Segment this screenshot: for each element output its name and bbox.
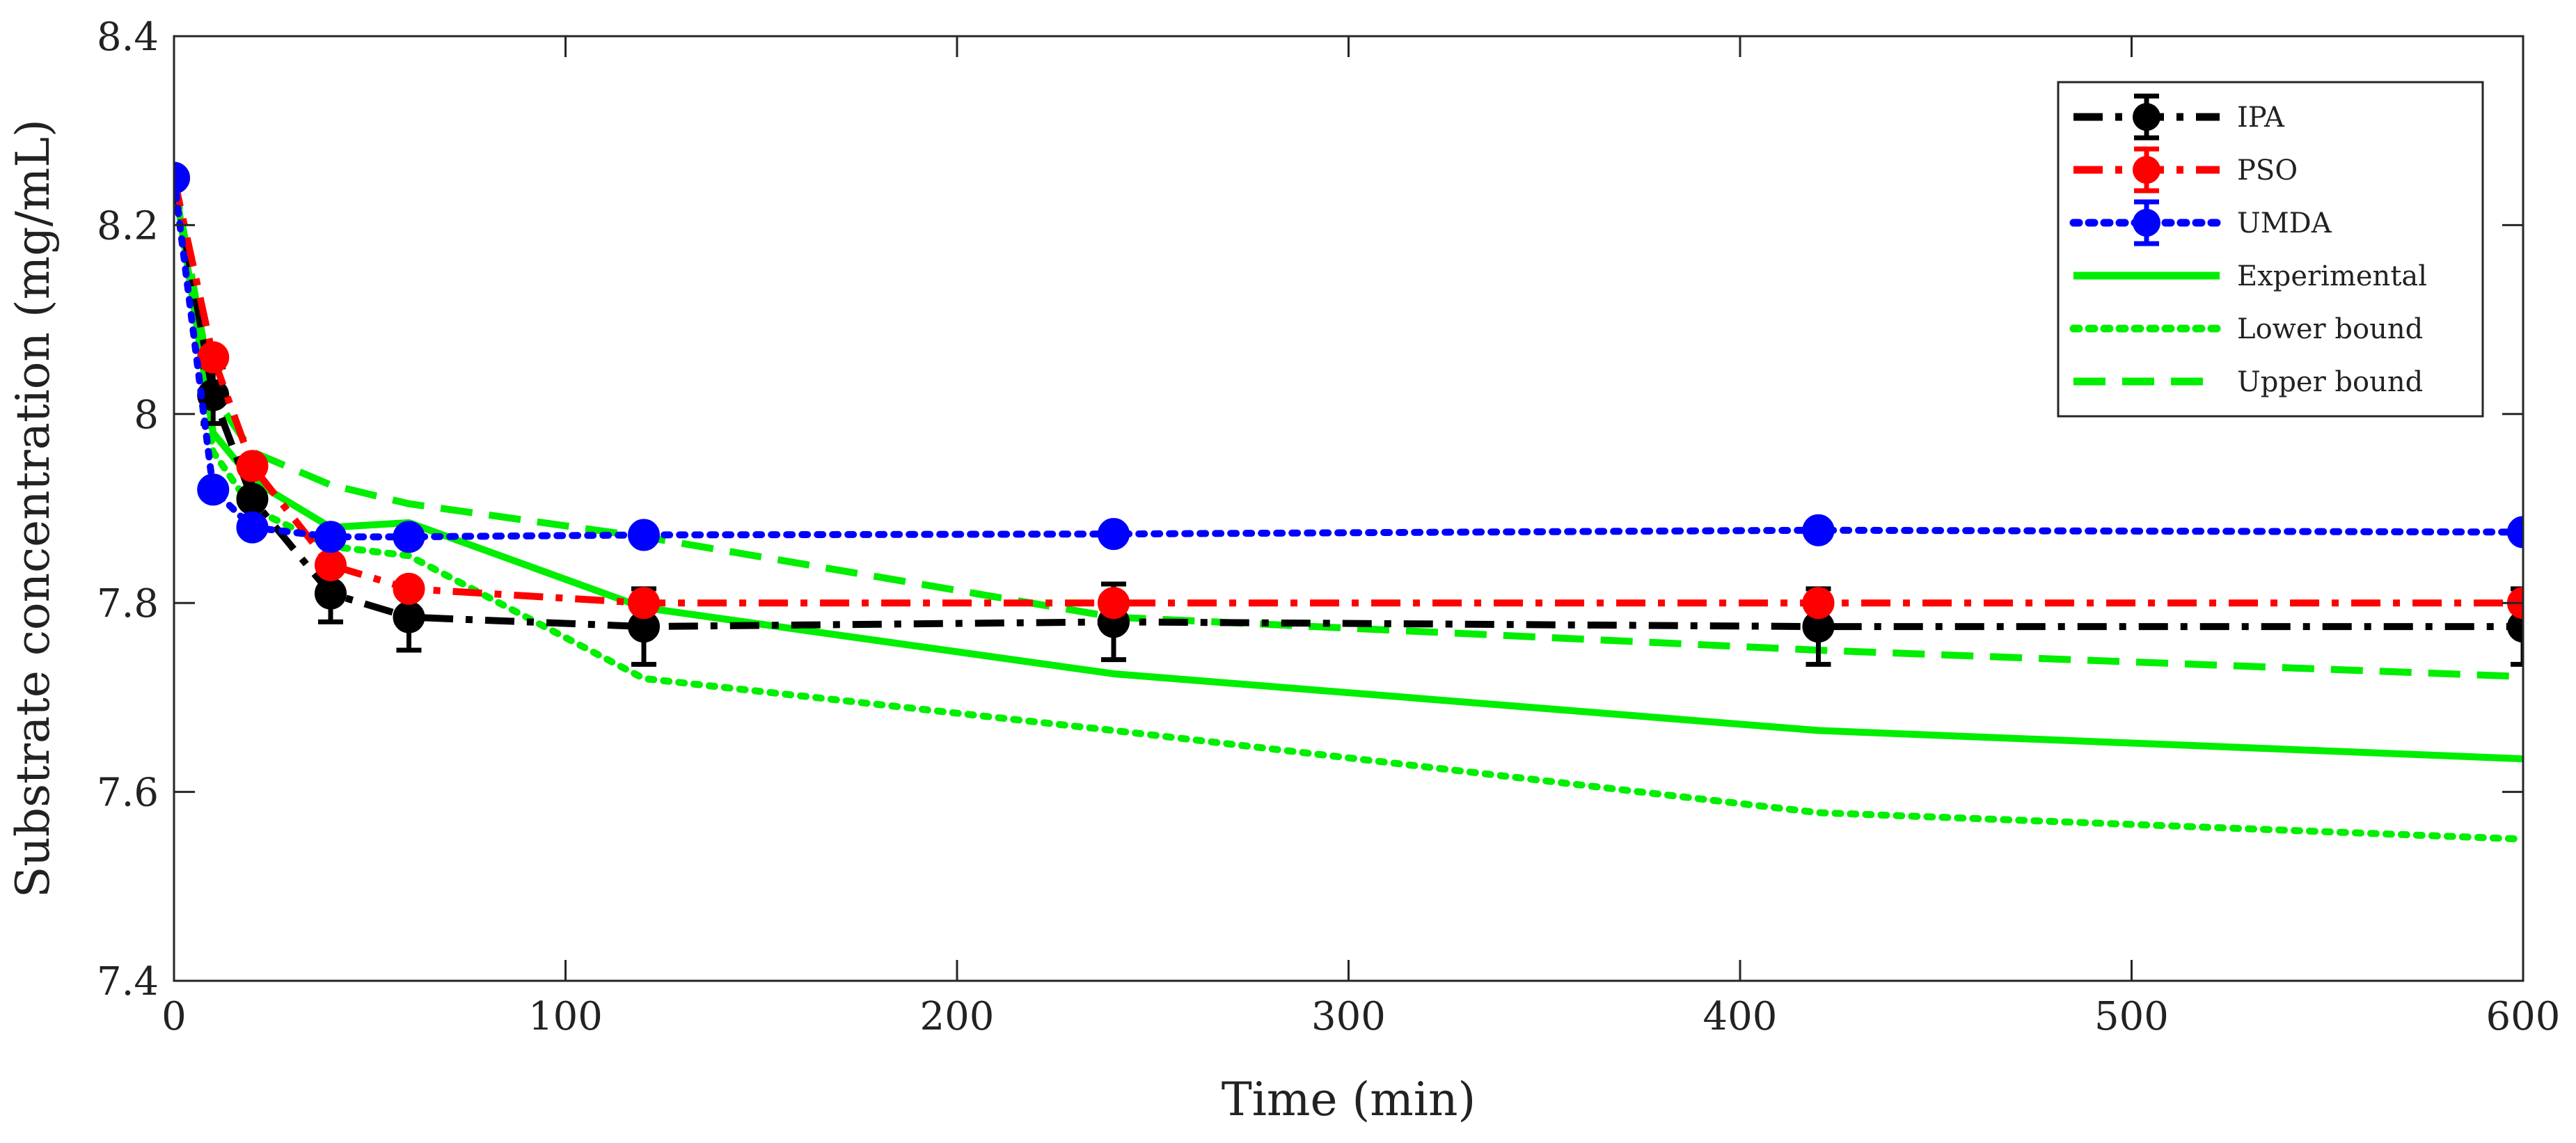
legend-marker: [2133, 209, 2160, 237]
data-point: [174, 161, 190, 194]
data-point: [2507, 610, 2523, 643]
x-tick-label: 100: [528, 994, 603, 1039]
data-point: [393, 572, 425, 605]
data-point: [2507, 516, 2523, 549]
x-tick-label: 400: [1703, 994, 1778, 1039]
legend: IPA PSO UMDA Experimental Lower bound Upper b…: [2057, 81, 2484, 418]
legend-label: Upper bound: [2237, 366, 2423, 398]
series-umda: [174, 161, 2523, 553]
x-tick-label: 300: [1311, 994, 1386, 1039]
axes: 0 100 200 300 400 500 600 7.4 7.6 7.8 8 8.2 8.4: [97, 15, 2561, 1039]
series-layer: [174, 161, 2523, 843]
data-point: [628, 587, 660, 620]
x-tick-label: 500: [2094, 994, 2169, 1039]
data-point: [315, 549, 347, 581]
data-point: [315, 521, 347, 553]
legend-label: IPA: [2237, 102, 2285, 134]
legend-item: UMDA: [2069, 199, 2332, 246]
data-point: [628, 519, 660, 551]
series-lower-bound: [174, 174, 2523, 843]
data-point: [197, 341, 230, 374]
y-tick-label: 8.4: [97, 15, 159, 60]
series-line: [174, 174, 2523, 843]
legend-item: PSO: [2073, 146, 2298, 194]
data-point: [1098, 587, 1130, 620]
data-point: [315, 577, 347, 610]
legend-label: PSO: [2237, 155, 2298, 187]
data-point: [236, 482, 269, 515]
y-tick-label: 8: [134, 393, 159, 438]
data-point: [1802, 514, 1835, 546]
x-tick-label: 200: [920, 994, 995, 1039]
series-pso: [174, 161, 2523, 620]
data-point: [236, 450, 269, 482]
x-axis-label: Time (min): [1222, 1073, 1476, 1126]
y-axis-label: Substrate concentration (mg/mL): [6, 119, 60, 898]
series-line: [174, 177, 2523, 681]
data-point: [236, 511, 269, 544]
data-point: [197, 473, 230, 506]
legend-label: Lower bound: [2237, 313, 2423, 345]
legend-item: Lower bound: [2069, 313, 2423, 345]
legend-marker: [2133, 103, 2160, 131]
y-tick-label: 7.4: [97, 959, 159, 1004]
legend-box: [2057, 81, 2484, 418]
y-tick-label: 7.6: [97, 771, 159, 816]
y-tick-label: 7.8: [97, 581, 159, 626]
y-tick-label: 8.2: [97, 203, 159, 249]
x-tick-label: 0: [161, 994, 187, 1039]
legend-item: IPA: [2073, 93, 2285, 141]
legend-item: Experimental: [2073, 260, 2427, 292]
legend-marker: [2133, 156, 2160, 184]
data-point: [1802, 587, 1835, 620]
data-point: [1098, 518, 1130, 551]
series-upper-bound: [174, 177, 2523, 681]
legend-label: Experimental: [2237, 260, 2427, 292]
legend-item: Upper bound: [2073, 366, 2423, 398]
data-point: [393, 521, 425, 553]
x-tick-label: 600: [2486, 994, 2561, 1039]
data-point: [393, 601, 425, 633]
legend-label: UMDA: [2237, 207, 2332, 239]
